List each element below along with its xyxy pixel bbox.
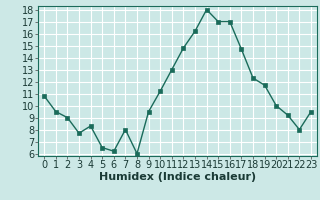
- X-axis label: Humidex (Indice chaleur): Humidex (Indice chaleur): [99, 172, 256, 182]
